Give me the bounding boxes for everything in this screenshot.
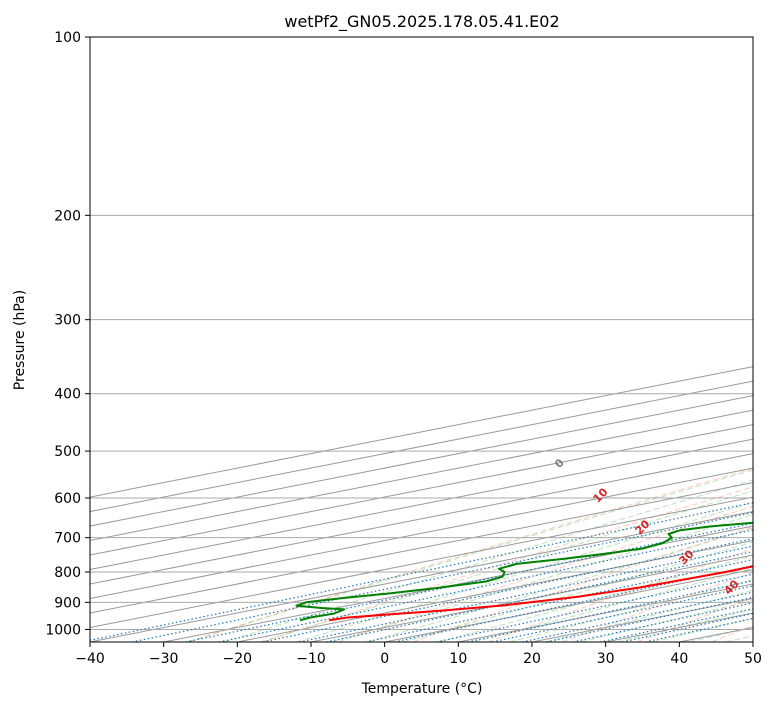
dry-adiabat-line bbox=[338, 505, 753, 642]
moist-adiabat-label: 40 bbox=[722, 577, 742, 597]
moist-adiabat-line bbox=[438, 555, 753, 642]
moist-adiabat-line bbox=[367, 527, 753, 642]
x-tick-label: −40 bbox=[75, 651, 105, 667]
y-tick-label: 800 bbox=[54, 565, 81, 581]
moist-adiabat-line bbox=[544, 589, 753, 642]
isotherm-line bbox=[90, 380, 753, 513]
dry-adiabat-line bbox=[263, 486, 753, 642]
moist-adiabat-line bbox=[725, 635, 753, 642]
dry-adiabat-line bbox=[711, 624, 753, 642]
mixing-ratio-line bbox=[467, 580, 753, 642]
moist-adiabat-line bbox=[296, 501, 753, 642]
moist-adiabat-line bbox=[688, 626, 753, 642]
isotherm-line bbox=[90, 395, 753, 527]
mixing-ratio-line bbox=[299, 545, 753, 642]
isotherm-line bbox=[90, 496, 753, 629]
isotherm-line bbox=[90, 482, 753, 614]
isotherm-line bbox=[90, 424, 753, 556]
isotherm-line bbox=[90, 467, 753, 600]
mixing-ratio-line bbox=[325, 550, 753, 642]
dry-adiabat-line bbox=[188, 467, 753, 642]
y-tick-label: 600 bbox=[54, 491, 81, 507]
mixing-ratio-lines: 0.10.20.40.611.52346810131620253036 bbox=[90, 502, 753, 642]
x-tick-label: −30 bbox=[149, 651, 179, 667]
isotherm-line bbox=[90, 409, 753, 542]
y-tick-label: 300 bbox=[54, 313, 81, 329]
chart-title: wetPf2_GN05.2025.178.05.41.E02 bbox=[284, 12, 559, 32]
mixing-ratio-line bbox=[90, 502, 753, 641]
x-tick-label: 50 bbox=[744, 651, 762, 667]
isotherm-line bbox=[90, 438, 753, 571]
dry-adiabat-line bbox=[487, 548, 753, 642]
moist-adiabat-line bbox=[652, 618, 753, 642]
mixing-ratio-line bbox=[394, 564, 753, 642]
x-tick-label: 20 bbox=[523, 651, 541, 667]
plot-frame bbox=[89, 36, 754, 643]
plot-area: 0.10.20.40.611.52346810131620253036-100-… bbox=[90, 37, 753, 642]
moist-adiabats bbox=[187, 469, 753, 642]
x-axis-title: Temperature (°C) bbox=[361, 681, 483, 697]
x-tick-label: 30 bbox=[597, 651, 615, 667]
isotherms bbox=[90, 366, 753, 642]
moist-adiabat-line bbox=[260, 490, 753, 642]
axes: −40 −30 −20 −10 0 10 20 30 40 5010020030040050060… bbox=[45, 30, 762, 667]
y-tick-label: 1000 bbox=[45, 622, 81, 638]
y-tick-label: 700 bbox=[54, 531, 81, 547]
isotherm-line bbox=[752, 641, 753, 642]
mixing-ratio-line bbox=[365, 558, 753, 642]
y-tick-label: 100 bbox=[54, 30, 81, 46]
y-tick-label: 900 bbox=[54, 595, 81, 611]
mixing-ratio-line bbox=[218, 529, 753, 642]
moist-adiabat-line bbox=[616, 609, 753, 642]
x-tick-label: 40 bbox=[670, 651, 688, 667]
isotherm-line bbox=[90, 366, 753, 498]
isotherm-line bbox=[531, 598, 753, 642]
moist-adiabat-line bbox=[402, 541, 753, 642]
isotherm-line bbox=[90, 511, 753, 642]
dry-adiabats bbox=[188, 467, 753, 642]
x-tick-label: 10 bbox=[449, 651, 467, 667]
y-axis-title: Pressure (hPa) bbox=[12, 290, 28, 390]
isotherm-line bbox=[237, 540, 753, 642]
x-tick-label: −20 bbox=[223, 651, 253, 667]
dewpoint-line bbox=[295, 521, 753, 622]
moist-adiabat-label: 0 bbox=[552, 456, 567, 471]
mixing-ratio-line bbox=[645, 617, 753, 642]
isotherm-line bbox=[163, 525, 753, 642]
x-tick-label: 0 bbox=[380, 651, 389, 667]
y-tick-label: 400 bbox=[54, 387, 81, 403]
y-tick-label: 500 bbox=[54, 444, 81, 460]
y-tick-label: 200 bbox=[54, 208, 81, 224]
temperature-line bbox=[329, 565, 753, 622]
moist-adiabat-line bbox=[223, 479, 753, 642]
isotherm-line bbox=[90, 453, 753, 585]
mixing-ratio-line bbox=[436, 573, 753, 642]
isotherm-line bbox=[384, 569, 753, 642]
mixing-ratio-line bbox=[492, 585, 753, 642]
mixing-ratio-line bbox=[185, 522, 753, 642]
isobars bbox=[90, 37, 753, 630]
x-tick-label: −10 bbox=[296, 651, 326, 667]
dry-adiabat-line bbox=[636, 597, 753, 642]
moist-adiabat-label: 10 bbox=[591, 485, 611, 505]
